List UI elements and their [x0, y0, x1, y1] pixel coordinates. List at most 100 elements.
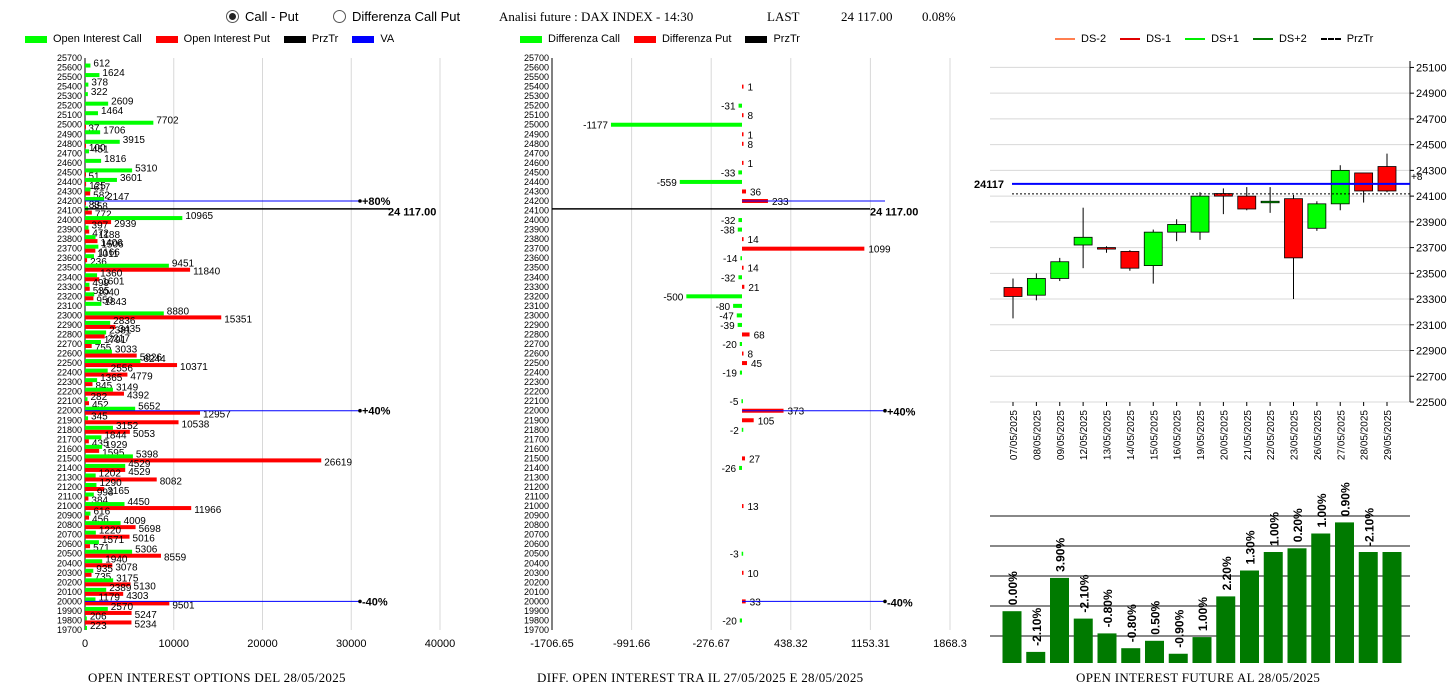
- bar-call-label: 1011: [97, 249, 119, 260]
- bar-diff-put: [742, 160, 744, 165]
- y-tick-label: 20000: [524, 596, 549, 606]
- bar-diff-label: 21: [748, 283, 760, 294]
- y-tick-label: 24400: [524, 177, 549, 187]
- future-oi-label: -0.90%: [1172, 609, 1186, 647]
- bar-call: [85, 397, 88, 402]
- x-tick-label: 29/05/2025: [1383, 410, 1394, 460]
- bar-diff-put: [742, 351, 744, 356]
- x-tick-label: 30000: [336, 638, 367, 650]
- y-tick-label: 22000: [524, 406, 549, 416]
- bar-call: [85, 483, 97, 487]
- bar-diff-call: [738, 275, 743, 280]
- y-tick-label: 24100: [1416, 191, 1447, 203]
- y-tick-label: 23900: [524, 225, 549, 235]
- y-tick-label: 23700: [1416, 243, 1447, 255]
- radio-differenza[interactable]: Differenza Call Put: [333, 9, 460, 24]
- bar-put: [85, 181, 87, 186]
- line-label: -40%: [887, 597, 913, 609]
- bar-diff-label: 33: [750, 597, 762, 608]
- x-tick-label: 1153.31: [851, 638, 890, 650]
- x-tick-label: 0: [82, 638, 88, 650]
- bar-put-label: 3078: [115, 562, 138, 573]
- bar-put: [85, 448, 100, 453]
- bar-call: [85, 216, 183, 221]
- bar-call-label: 1816: [104, 154, 127, 165]
- x-tick-label: 19/05/2025: [1196, 410, 1207, 460]
- bar-call-label: 282: [91, 392, 108, 403]
- y-tick-label: 22500: [524, 358, 549, 368]
- bar-put: [85, 124, 86, 129]
- candle-body: [1050, 261, 1070, 279]
- bar-diff-label: 1: [748, 159, 754, 170]
- bar-diff-call: [741, 427, 744, 432]
- bar-put: [85, 525, 136, 530]
- future-oi-bar: [1097, 633, 1117, 663]
- bar-call: [85, 63, 91, 68]
- y-tick-label: 21100: [58, 492, 82, 502]
- bar-put-label: 1601: [102, 276, 125, 287]
- bar-call-label: 3152: [116, 421, 139, 432]
- bar-call-label: 5310: [135, 163, 158, 174]
- bar-call-label: 499: [92, 278, 109, 289]
- bar-call: [85, 139, 120, 144]
- bar-diff-label: -47: [719, 311, 734, 322]
- y-tick-label: 24900: [57, 129, 82, 139]
- bar-diff-put: [742, 456, 746, 461]
- va-marker: [358, 599, 362, 604]
- future-oi-bar: [1382, 552, 1402, 663]
- y-tick-label: 23100: [524, 301, 549, 311]
- bar-put: [85, 401, 90, 406]
- bar-put: [85, 372, 128, 377]
- radio-unselected-icon: [333, 10, 346, 23]
- legend-item-diff-call: Differenza Call: [520, 33, 620, 45]
- bar-put: [85, 172, 86, 177]
- y-tick-label: 21400: [57, 463, 82, 473]
- y-tick-label: 24600: [57, 158, 82, 168]
- bar-put: [85, 324, 116, 329]
- y-tick-label: 25300: [524, 91, 549, 101]
- bar-put-label: 456: [92, 515, 109, 526]
- va-marker: [358, 199, 362, 203]
- future-oi-label: 1.00%: [1267, 512, 1281, 546]
- future-oi-bar: [1192, 637, 1212, 663]
- future-oi-bar: [1168, 653, 1188, 663]
- legend-item-oi-call: Open Interest Call: [25, 33, 142, 45]
- y-tick-label: 22300: [524, 377, 549, 387]
- y-tick-label: 20900: [57, 511, 82, 521]
- future-oi-label: 2.20%: [1220, 556, 1234, 590]
- y-tick-label: 21800: [524, 425, 549, 435]
- bar-diff-put: [742, 570, 744, 575]
- bar-put-label: 5826: [140, 353, 163, 364]
- bar-put-label: 83: [89, 200, 101, 211]
- bar-diff-label: 10: [748, 569, 760, 580]
- bar-put: [85, 610, 132, 615]
- y-tick-label: 22900: [1416, 346, 1447, 358]
- legend-label: PrzTr: [773, 33, 800, 45]
- bar-call-label: 993: [97, 488, 114, 499]
- bar-put-label: 8082: [160, 476, 183, 487]
- y-tick-label: 22800: [524, 329, 549, 339]
- y-tick-label: 22500: [1416, 397, 1447, 409]
- header-last-pct: 0.08%: [922, 9, 956, 24]
- bar-diff-put: [742, 113, 744, 118]
- x-tick-label: 08/05/2025: [1032, 410, 1043, 460]
- bar-diff-call: [737, 322, 743, 327]
- bar-put-label: 472: [92, 229, 109, 240]
- bar-call-label: 206: [90, 611, 107, 622]
- bar-put-label: 12957: [203, 410, 231, 421]
- bar-put: [85, 620, 132, 625]
- bar-put: [85, 229, 90, 234]
- bar-put-label: 5016: [133, 534, 156, 545]
- y-tick-label: 21300: [524, 472, 549, 482]
- bar-put-label: 4392: [127, 391, 150, 402]
- bar-call-label: 3033: [115, 345, 138, 356]
- bar-diff-call: [686, 294, 743, 299]
- bar-diff-label: -500: [663, 292, 683, 303]
- bar-call: [85, 120, 154, 125]
- bar-diff-label: 36: [750, 187, 762, 198]
- bar-call-label: 3149: [116, 383, 139, 394]
- bar-put-label: 845: [95, 381, 112, 392]
- x-tick-label: 14/05/2025: [1126, 410, 1137, 460]
- radio-call-put[interactable]: Call - Put: [226, 9, 298, 24]
- bar-call-label: 7702: [156, 116, 179, 127]
